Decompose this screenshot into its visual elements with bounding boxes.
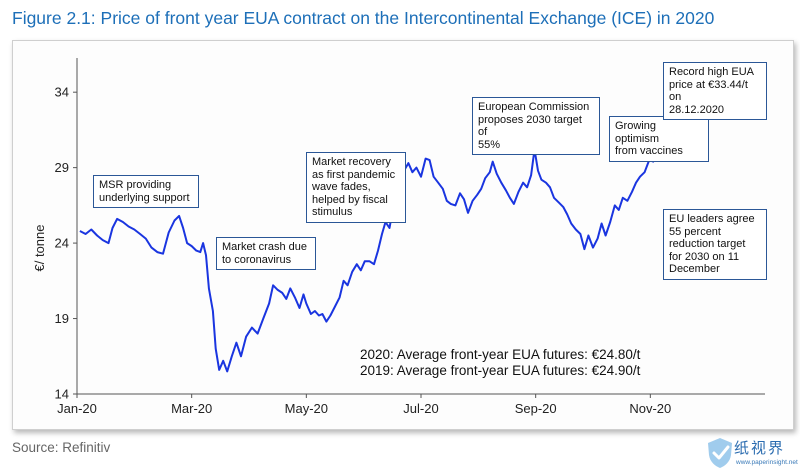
- axes: 14 19 24 29 34 Jan-20 Mar-20 May-20 Jul-20 Sep-20…: [55, 58, 765, 416]
- annotation-eu-leaders: EU leaders agree 55 percent reduction ta…: [663, 209, 767, 280]
- watermark-logo: 纸视界 www.paperinsight.net: [704, 436, 798, 472]
- annotation-market-recovery: Market recovery as first pandemic wave f…: [306, 152, 406, 223]
- figure-title: Figure 2.1: Price of front year EUA cont…: [12, 8, 715, 28]
- x-tick-label: Mar-20: [171, 401, 212, 416]
- annotation-record-high: Record high EUA price at €33.44/t on 28.…: [663, 62, 767, 120]
- x-tick-label: May-20: [285, 401, 328, 416]
- y-axis-label: €/ tonne: [32, 225, 47, 272]
- x-tick-label: Sep-20: [515, 401, 557, 416]
- y-tick-label: 14: [55, 387, 69, 402]
- annotation-vaccine-optimism: Growing optimism from vaccines: [609, 116, 709, 162]
- x-tick-label: Jul-20: [403, 401, 438, 416]
- watermark-url: www.paperinsight.net: [736, 459, 798, 466]
- watermark-text: 纸视界: [734, 439, 786, 457]
- annotation-european-commission: European Commission proposes 2030 target…: [472, 97, 600, 155]
- x-tick-label: Jan-20: [57, 401, 97, 416]
- y-tick-label: 19: [55, 311, 69, 326]
- y-tick-label: 24: [55, 236, 69, 251]
- annotation-msr-support: MSR providing underlying support: [93, 175, 199, 208]
- annotation-market-crash: Market crash due to coronavirus: [216, 237, 316, 270]
- price-line-chart: 14 19 24 29 34 Jan-20 Mar-20 May-20 Jul-20 Sep-20…: [32, 58, 765, 416]
- y-tick-label: 34: [55, 85, 69, 100]
- source-note: Source: Refinitiv: [12, 440, 111, 455]
- x-tick-label: Nov-20: [629, 401, 671, 416]
- y-tick-label: 29: [55, 160, 69, 175]
- check-shield-icon: [708, 438, 732, 468]
- average-2019-text: 2019: Average front-year EUA futures: €2…: [360, 363, 641, 378]
- average-2020-text: 2020: Average front-year EUA futures: €2…: [360, 347, 641, 362]
